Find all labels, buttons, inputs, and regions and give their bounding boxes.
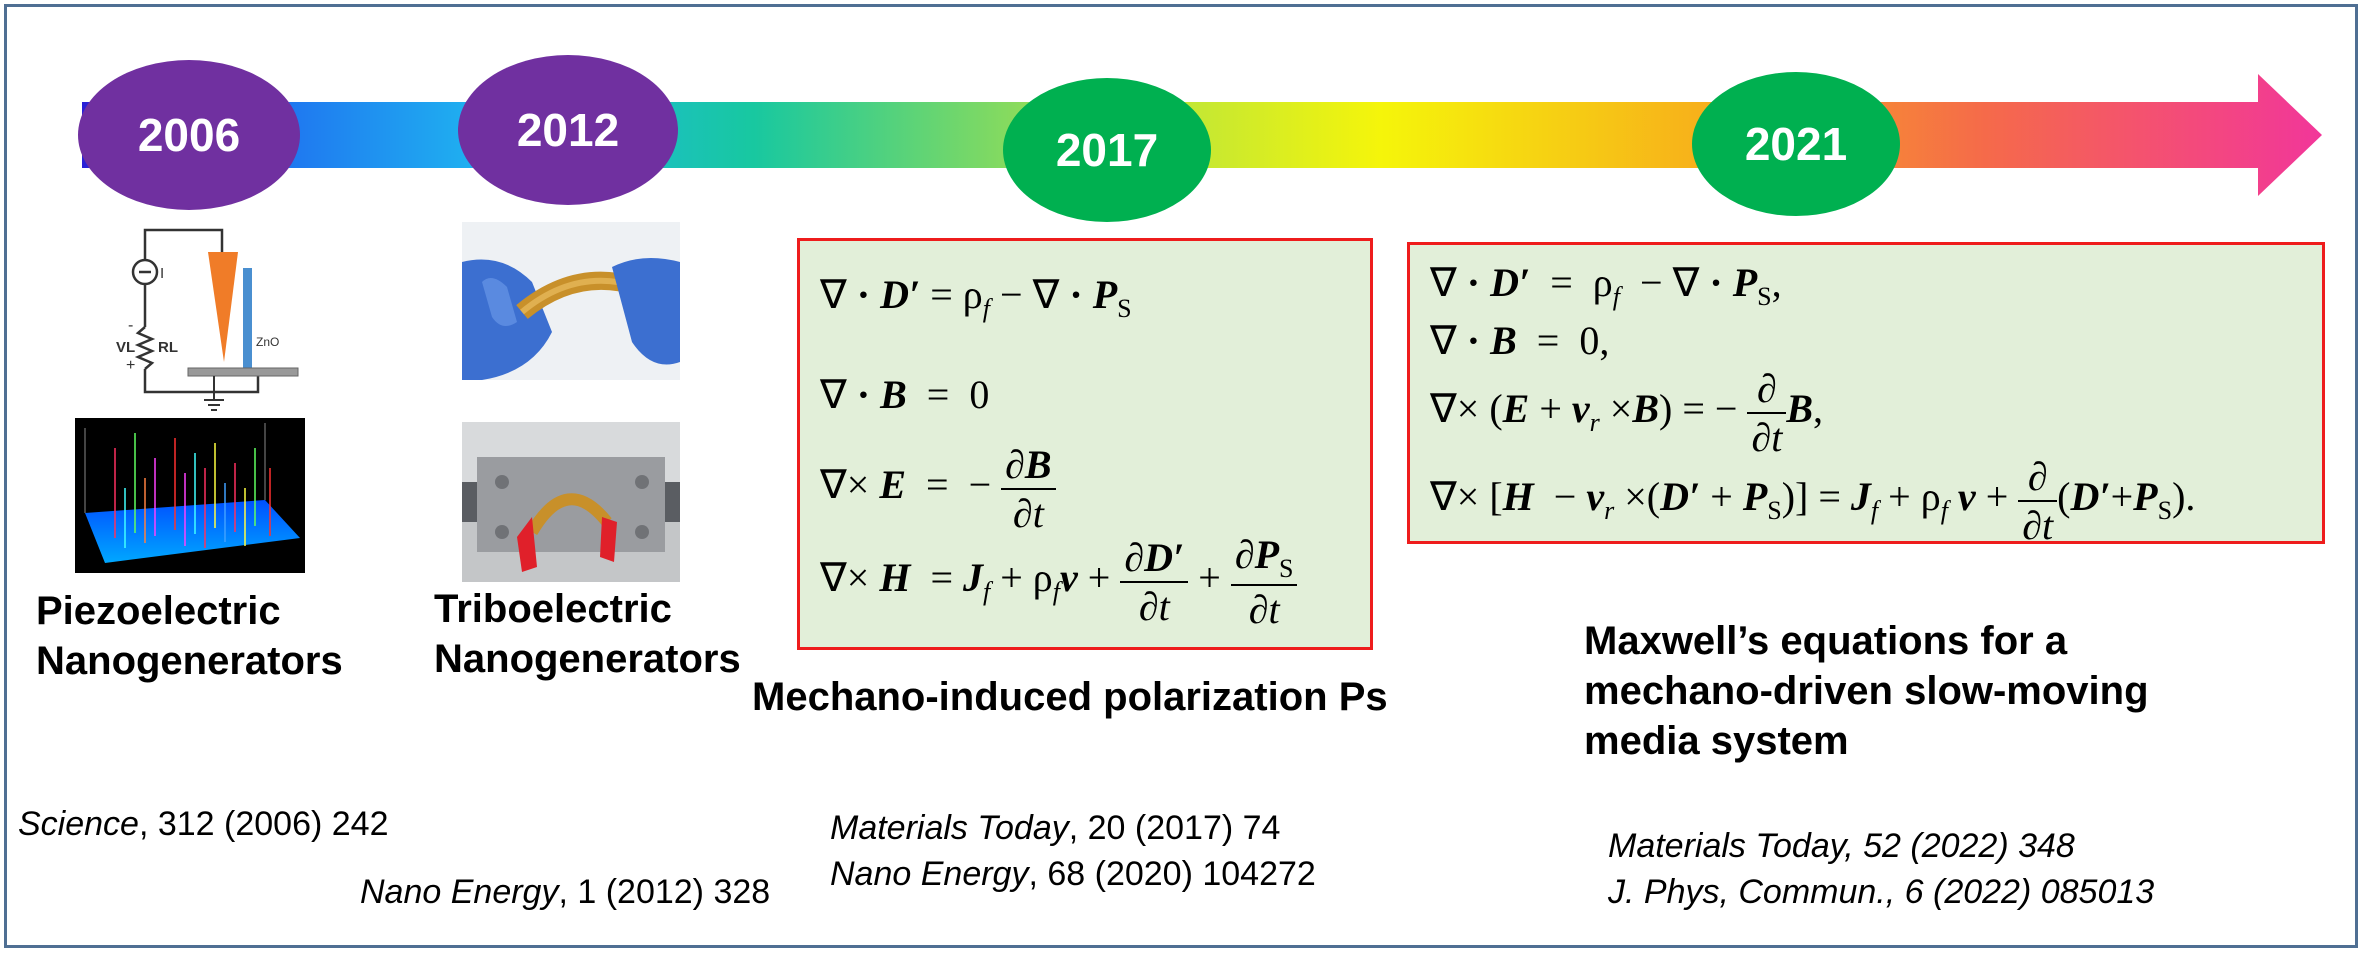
figure-frame <box>4 4 2358 948</box>
citation-materials-today-2022: Materials Today, 52 (2022) 348 <box>1608 827 2075 865</box>
triboelectric-device-photo <box>462 422 680 582</box>
equation-ampere-2017: ∇× H = Jf + ρfv + ∂D′ ∂t + ∂PS ∂t <box>820 531 1298 633</box>
maxwell-label: Maxwell’s equations for a mechano-driven… <box>1584 619 2149 763</box>
piezo-circuit-diagram: I VL RL - + ZnO <box>116 228 299 411</box>
tribo-label: Triboelectric Nanogenerators <box>434 587 741 681</box>
plus-label: + <box>126 357 135 374</box>
equation-gauss-2017: ∇ · D′ = ρf − ∇ · PS <box>820 272 1132 323</box>
year-2012-oval: 2012 <box>458 55 678 205</box>
mechano-label: Mechano-induced polarization Ps <box>752 675 1388 719</box>
citation-nano-energy-2020: Nano Energy, 68 (2020) 104272 <box>830 855 1316 893</box>
equation-gauss-2021: ∇ · D′ = ρf − ∇ · PS, <box>1430 260 1782 311</box>
equation-faraday-2017: ∇× E = − ∂B ∂t <box>820 441 1056 537</box>
year-2006-oval: 2006 <box>78 60 300 210</box>
equation-gauss-magnetism-2017: ∇ · B = 0 <box>820 372 990 417</box>
nanowire-array-image <box>75 418 305 573</box>
equation-ampere-2021: ∇× [H − vr ×(D′ + PS)] = Jf + ρf v + ∂ ∂t… <box>1430 454 2196 548</box>
current-label: I <box>160 265 164 282</box>
citation-nano-energy-2012: Nano Energy, 1 (2012) 328 <box>360 873 771 911</box>
year-2021-oval: 2021 <box>1692 72 1900 216</box>
citation-science-2006: Science, 312 (2006) 242 <box>18 805 389 843</box>
citation-jphys-commun-2022: J. Phys, Commun., 6 (2022) 085013 <box>1608 873 2155 911</box>
equation-faraday-2021: ∇× (E + vr ×B) = − ∂ ∂t B, <box>1430 366 1824 460</box>
maxwell-2021-equations-box: ∇ · D′ = ρf − ∇ · PS, ∇ · B = 0, ∇× (E +… <box>1407 242 2325 548</box>
flexible-device-photo <box>462 222 680 380</box>
zno-label: ZnO <box>256 335 279 349</box>
minus-label: - <box>128 317 133 334</box>
piezo-label: Piezoelectric Nanogenerators <box>36 589 343 683</box>
voltage-label: VL <box>116 339 135 356</box>
year-2017-oval: 2017 <box>1003 78 1211 222</box>
resistor-label: RL <box>158 339 178 356</box>
maxwell-2017-equations-box: ∇ · D′ = ρf − ∇ · PS ∇ · B = 0 ∇× E = − … <box>797 238 1373 650</box>
equation-gauss-magnetism-2021: ∇ · B = 0, <box>1430 318 1610 363</box>
citation-materials-today-2017: Materials Today, 20 (2017) 74 <box>830 809 1281 847</box>
